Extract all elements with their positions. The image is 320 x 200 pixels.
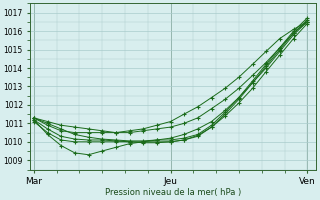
X-axis label: Pression niveau de la mer( hPa ): Pression niveau de la mer( hPa ) — [105, 188, 241, 197]
